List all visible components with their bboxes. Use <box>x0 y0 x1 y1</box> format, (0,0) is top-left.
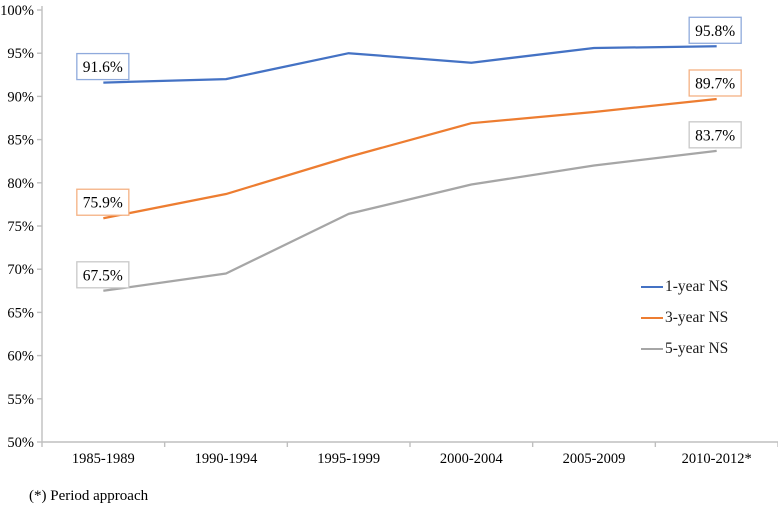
data-label-box <box>688 69 742 97</box>
y-axis-label: 55% <box>7 392 34 408</box>
legend-line-swatch <box>641 316 663 319</box>
data-label-box <box>76 188 130 216</box>
data-label-box <box>76 261 130 289</box>
y-axis-label: 70% <box>7 262 34 278</box>
y-axis-label: 80% <box>7 176 34 192</box>
x-axis-label: 2010-2012* <box>682 451 752 467</box>
x-axis-label: 2005-2009 <box>563 451 626 467</box>
legend-label: 3-year NS <box>665 308 729 326</box>
data-label: 95.8% <box>695 23 735 40</box>
legend-line-swatch <box>641 285 663 288</box>
legend-item-5-year-ns: 5-year NS <box>641 333 728 364</box>
data-label: 67.5% <box>83 267 123 284</box>
y-axis-label: 100% <box>0 3 34 19</box>
chart-footnote: (*) Period approach <box>29 488 149 504</box>
data-label: 91.6% <box>83 59 123 76</box>
data-label-box <box>688 121 742 149</box>
series-line-5-year-ns <box>103 149 717 292</box>
series-line-1-year-ns <box>103 45 717 84</box>
data-label: 89.7% <box>695 75 735 92</box>
y-axis-label: 95% <box>7 46 34 62</box>
y-axis-label: 65% <box>7 305 34 321</box>
series-line-3-year-ns <box>103 97 717 220</box>
legend-label: 1-year NS <box>665 277 729 295</box>
y-axis-label: 85% <box>7 133 34 149</box>
y-axis-label: 75% <box>7 219 34 235</box>
y-axis-label: 50% <box>7 435 34 451</box>
data-label-box <box>76 52 130 81</box>
legend-line-swatch <box>641 347 663 350</box>
x-axis-label: 1985-1989 <box>72 451 135 467</box>
legend-item-3-year-ns: 3-year NS <box>641 302 728 333</box>
y-axis-label: 90% <box>7 89 34 105</box>
y-axis-label: 60% <box>7 349 34 365</box>
data-label: 83.7% <box>695 127 735 144</box>
legend-label: 5-year NS <box>665 339 729 357</box>
data-label: 75.9% <box>83 195 123 212</box>
x-axis-label: 1990-1994 <box>195 451 259 467</box>
legend-item-1-year-ns: 1-year NS <box>641 271 728 302</box>
chart-legend: 1-year NS 3-year NS 5-year NS <box>641 271 728 364</box>
x-axis-label: 2000-2004 <box>440 451 504 467</box>
data-label-box <box>688 16 742 44</box>
x-axis-label: 1995-1999 <box>317 451 380 467</box>
